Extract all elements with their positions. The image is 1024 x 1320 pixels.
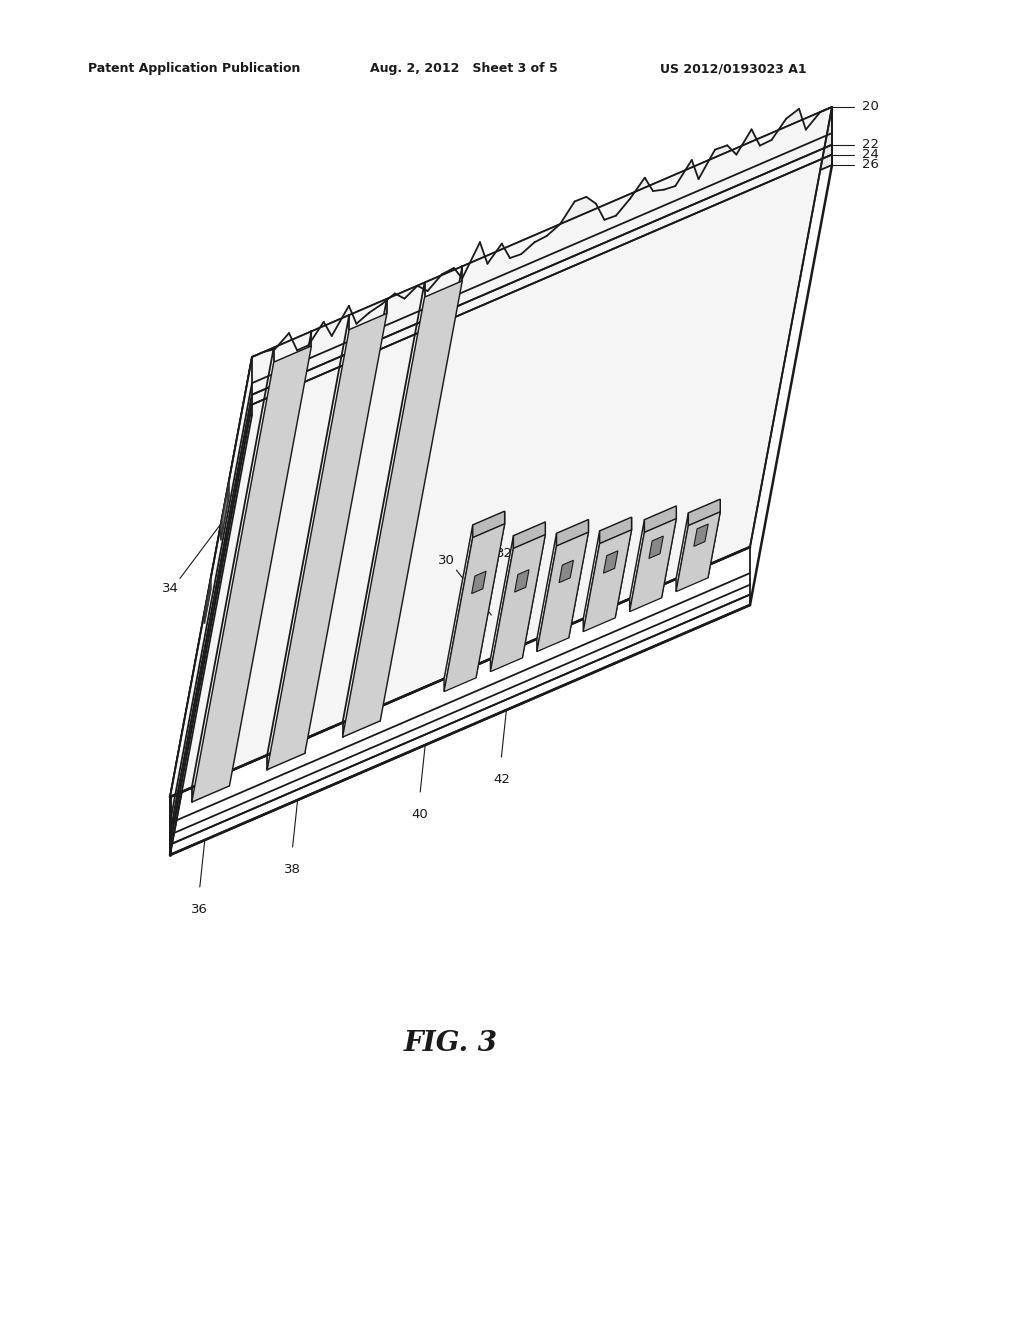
Polygon shape [688,499,720,525]
Polygon shape [170,107,831,797]
Polygon shape [490,536,513,672]
Polygon shape [252,107,831,356]
Polygon shape [708,499,720,578]
Polygon shape [537,532,589,652]
Text: 24: 24 [862,148,879,161]
Polygon shape [630,519,676,611]
Polygon shape [649,536,664,558]
Polygon shape [267,313,387,770]
Text: 26: 26 [862,158,879,172]
Polygon shape [206,587,210,616]
Text: 32: 32 [496,548,513,561]
Polygon shape [676,513,688,591]
Polygon shape [473,511,505,537]
Polygon shape [191,346,311,803]
Polygon shape [584,529,632,632]
Text: Patent Application Publication: Patent Application Publication [88,62,300,75]
Polygon shape [444,524,505,692]
Polygon shape [615,517,632,618]
Polygon shape [537,533,556,652]
Polygon shape [476,511,505,678]
Polygon shape [252,107,831,414]
Text: 20: 20 [862,100,879,114]
Polygon shape [559,560,573,582]
Text: US 2012/0193023 A1: US 2012/0193023 A1 [660,62,807,75]
Polygon shape [630,520,644,611]
Polygon shape [515,570,529,593]
Polygon shape [444,525,473,692]
Polygon shape [676,512,720,591]
Polygon shape [584,531,600,632]
Text: 34: 34 [162,582,178,595]
Polygon shape [603,550,617,573]
Polygon shape [513,521,546,548]
Polygon shape [522,521,546,657]
Polygon shape [600,517,632,544]
Text: Aug. 2, 2012   Sheet 3 of 5: Aug. 2, 2012 Sheet 3 of 5 [370,62,558,75]
Polygon shape [205,579,211,624]
Text: 36: 36 [191,903,208,916]
Text: FIG. 3: FIG. 3 [403,1031,498,1057]
Polygon shape [170,356,252,855]
Polygon shape [694,524,709,546]
Polygon shape [644,506,676,532]
Polygon shape [221,482,229,540]
Text: 38: 38 [285,863,301,876]
Text: 22: 22 [862,139,879,152]
Text: 30: 30 [438,553,455,566]
Polygon shape [662,506,676,598]
Polygon shape [568,520,589,638]
Polygon shape [490,535,546,672]
Polygon shape [472,572,486,594]
Polygon shape [222,490,227,533]
Text: 42: 42 [493,774,510,785]
Polygon shape [556,520,589,546]
Polygon shape [343,281,462,737]
Text: 40: 40 [412,808,429,821]
